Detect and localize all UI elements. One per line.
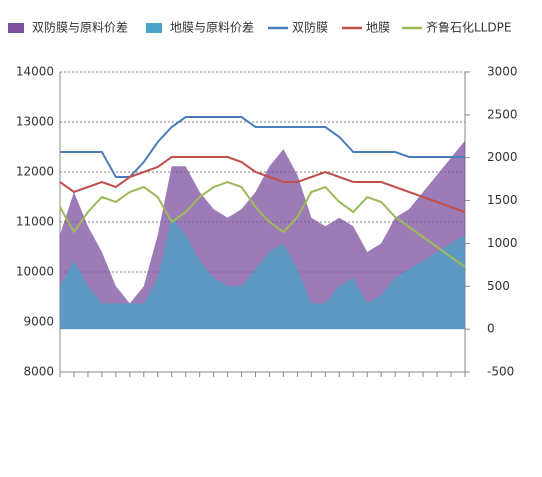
line xyxy=(60,116,465,178)
legend-label: 双防膜与原料价差 xyxy=(32,20,128,35)
y2-tick-label: 1000 xyxy=(487,236,518,250)
y-tick-label: 12000 xyxy=(16,165,54,179)
y2-tick-label: 500 xyxy=(487,279,510,293)
y2-tick-label: -500 xyxy=(487,365,514,379)
y2-tick-label: 2500 xyxy=(487,107,518,121)
y-tick-label: 9000 xyxy=(23,315,54,329)
y-tick-label: 8000 xyxy=(23,365,54,379)
y2-tick-label: 1500 xyxy=(487,193,518,207)
legend-label: 齐鲁石化LLDPE xyxy=(426,20,511,35)
legend: 双防膜与原料价差 地膜与原料价差 双防膜 地膜 齐鲁石化LLDPE xyxy=(8,20,511,35)
line xyxy=(59,156,466,213)
legend-label: 双防膜 xyxy=(292,20,328,35)
y2-tick-label: 3000 xyxy=(487,65,518,79)
y-tick-label: 14000 xyxy=(16,65,54,79)
area xyxy=(60,217,465,330)
legend-label: 地膜 xyxy=(366,21,390,35)
y-tick-label: 11000 xyxy=(16,215,54,229)
line xyxy=(59,180,466,268)
legend-swatch xyxy=(8,23,24,33)
y-tick-label: 10000 xyxy=(16,265,54,279)
legend-swatch xyxy=(146,23,162,33)
y-tick-label: 13000 xyxy=(16,115,54,129)
legend-label: 地膜与原料价差 xyxy=(170,21,254,35)
y2-tick-label: 2000 xyxy=(487,150,518,164)
y2-tick-label: 0 xyxy=(487,322,495,336)
